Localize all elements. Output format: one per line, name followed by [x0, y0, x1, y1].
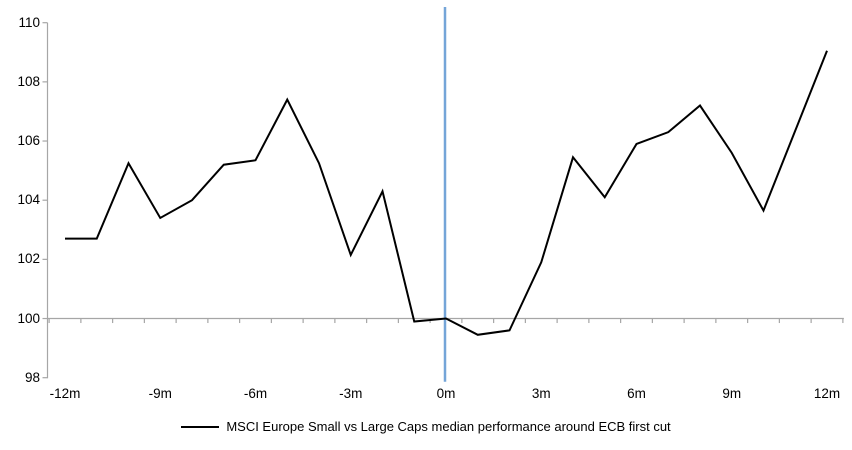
x-axis-label: 6m — [627, 386, 646, 401]
x-axis-label: -6m — [243, 386, 268, 401]
y-axis-label: 100 — [17, 310, 40, 326]
x-axis-label: -9m — [148, 386, 172, 401]
x-axis-label: -3m — [339, 386, 363, 401]
legend: MSCI Europe Small vs Large Caps median p… — [0, 419, 852, 434]
x-axis-label: 9m — [722, 386, 742, 401]
x-axis-label: 0m — [436, 386, 456, 401]
x-axis-label: 3m — [531, 386, 551, 401]
x-axis-label: -12m — [49, 386, 81, 401]
y-axis-label: 104 — [17, 192, 40, 208]
series-line — [65, 50, 828, 336]
y-axis-label: 98 — [24, 369, 40, 385]
legend-line-sample-icon — [181, 425, 220, 428]
legend-label: MSCI Europe Small vs Large Caps median p… — [226, 419, 671, 434]
y-axis-label: 102 — [17, 251, 40, 267]
y-axis-label: 110 — [18, 14, 40, 30]
x-axis-label: 12m — [813, 386, 841, 401]
y-axis-label: 108 — [17, 73, 40, 89]
y-axis-label: 106 — [17, 133, 40, 149]
